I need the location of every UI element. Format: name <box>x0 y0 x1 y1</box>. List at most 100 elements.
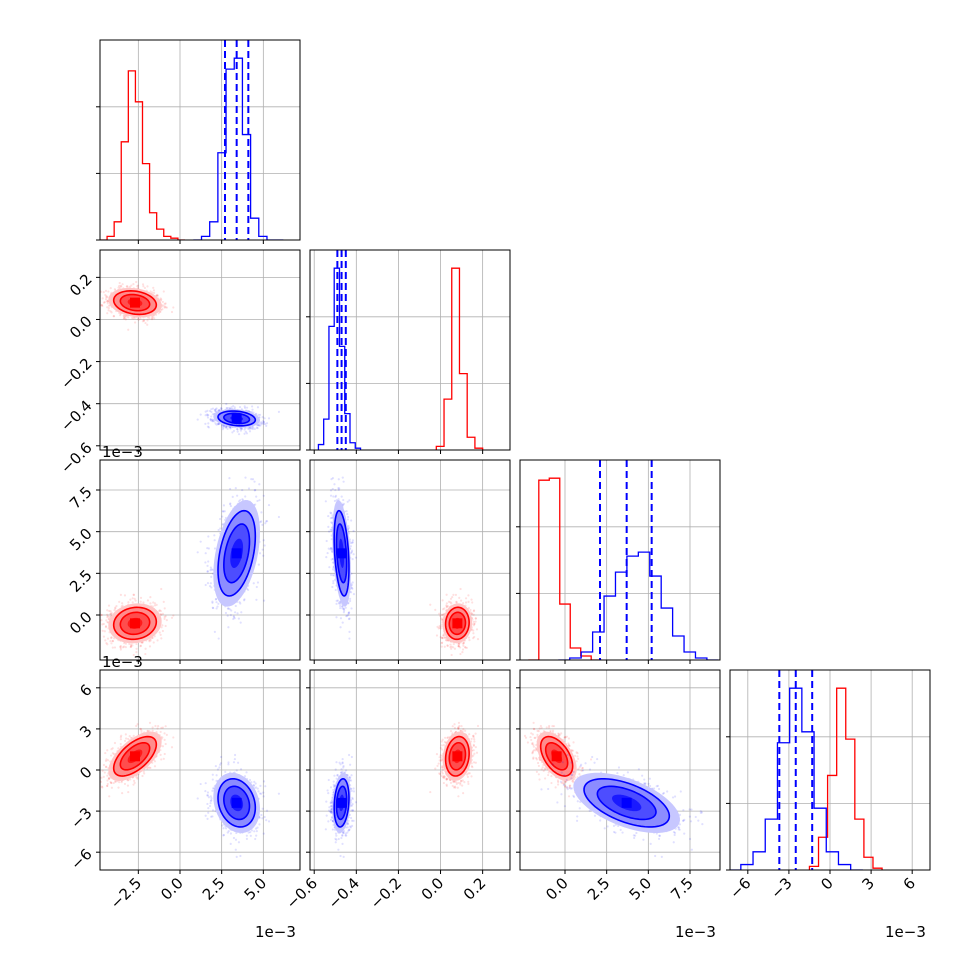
sample-point <box>148 316 151 320</box>
sample-point <box>452 642 455 646</box>
sample-point <box>158 609 161 612</box>
sample-point <box>223 510 226 513</box>
sample-point <box>123 315 126 318</box>
sample-point <box>260 421 263 424</box>
sample-point <box>255 598 258 601</box>
sample-point <box>342 480 345 483</box>
sample-point <box>204 410 207 413</box>
sample-point <box>207 413 210 417</box>
sample-point <box>451 596 454 599</box>
sample-point <box>444 636 447 639</box>
sample-point <box>172 614 175 617</box>
sample-point <box>442 634 445 637</box>
sample-point <box>243 406 247 409</box>
sample-point <box>106 302 109 305</box>
sample-point <box>473 635 476 639</box>
sample-point <box>262 421 265 424</box>
sample-point <box>207 535 210 538</box>
sample-point <box>213 630 216 633</box>
sample-point <box>334 494 338 497</box>
sample-point <box>123 642 126 645</box>
sample-point <box>215 601 218 604</box>
sample-point <box>213 539 216 542</box>
sample-point <box>457 645 461 648</box>
sample-point <box>106 306 109 309</box>
sample-point <box>244 427 247 430</box>
sample-point <box>164 302 167 305</box>
sample-point <box>464 646 467 649</box>
sample-point <box>221 424 224 427</box>
sample-point <box>163 306 166 309</box>
sample-point <box>159 613 162 616</box>
sample-point <box>121 646 125 649</box>
sample-point <box>149 639 152 642</box>
sample-point <box>106 620 109 624</box>
sample-point <box>120 285 123 288</box>
sample-point <box>472 613 475 616</box>
panel-background <box>99 249 301 451</box>
sample-point <box>206 409 209 412</box>
sample-point <box>472 610 475 613</box>
sample-point <box>123 317 126 320</box>
sample-point <box>109 612 112 615</box>
sample-point <box>172 306 175 309</box>
sample-point <box>227 626 230 629</box>
sample-point <box>265 520 268 523</box>
sample-point <box>113 646 117 649</box>
sample-point <box>346 614 349 617</box>
sample-point <box>152 289 156 292</box>
sample-point <box>341 621 344 624</box>
panel-frame <box>99 249 301 451</box>
sample-point <box>210 408 213 411</box>
sample-point <box>440 636 443 639</box>
sample-point <box>261 523 264 526</box>
sample-point <box>153 602 157 605</box>
sample-point <box>107 604 111 607</box>
sample-point <box>231 431 234 434</box>
sample-point <box>143 319 146 322</box>
sample-point <box>257 413 260 417</box>
sample-point <box>329 548 332 551</box>
sample-point <box>334 495 337 498</box>
sample-point <box>109 640 112 643</box>
sample-point <box>206 416 210 419</box>
sample-point <box>161 308 164 311</box>
sample-point <box>213 534 216 537</box>
sample-point <box>244 476 247 479</box>
sample-point <box>111 639 114 643</box>
sample-point <box>129 645 133 648</box>
sample-point <box>262 494 265 497</box>
sample-point <box>124 314 127 317</box>
sample-point <box>210 575 213 578</box>
sample-point <box>211 419 214 423</box>
sample-point <box>261 548 264 551</box>
sample-point <box>207 426 210 429</box>
sample-point <box>228 608 231 611</box>
sample-point <box>241 488 244 492</box>
sample-point <box>330 548 334 551</box>
sample-point <box>439 614 442 618</box>
sample-point <box>434 608 437 611</box>
sample-point <box>236 428 239 431</box>
sample-point <box>240 611 243 614</box>
sample-point <box>107 307 110 310</box>
sample-point <box>204 422 207 425</box>
sample-point <box>221 523 224 526</box>
sample-point <box>262 421 266 424</box>
sample-point <box>243 428 246 431</box>
sample-point <box>97 622 99 624</box>
sample-point <box>472 629 475 632</box>
sample-point <box>215 410 218 413</box>
sample-point <box>159 633 162 637</box>
sample-point <box>470 612 473 615</box>
sample-point <box>253 480 256 483</box>
sample-point <box>132 593 136 596</box>
sample-point <box>331 514 334 517</box>
sample-point <box>472 620 475 623</box>
sample-point <box>153 635 156 638</box>
sample-point <box>102 635 106 638</box>
sample-point <box>104 639 107 642</box>
sample-point <box>213 408 217 411</box>
sample-point <box>148 640 151 643</box>
